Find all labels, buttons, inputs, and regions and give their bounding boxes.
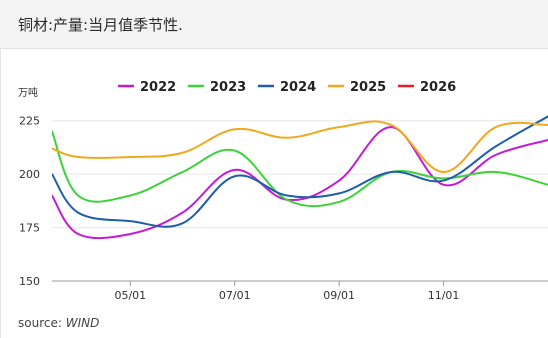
x-tick-label: 07/01 <box>219 289 251 302</box>
series-line-2024 <box>52 115 548 228</box>
source-value: WIND <box>65 316 100 330</box>
legend-label-2022[interactable]: 2022 <box>140 80 176 95</box>
legend: 2022 2023 2024 2025 2026 <box>118 80 456 95</box>
y-tick-label: 175 <box>19 222 40 235</box>
source-label: source: <box>18 316 62 330</box>
y-tick-label: 225 <box>19 115 40 128</box>
series-line-2023 <box>52 130 548 208</box>
x-axis-ticks: 05/01 07/01 09/01 11/01 <box>114 281 459 302</box>
x-tick-label: 11/01 <box>428 289 460 302</box>
series-line-2022 <box>52 126 548 240</box>
x-tick-label: 05/01 <box>114 289 146 302</box>
y-axis-label: 万吨 <box>18 86 38 99</box>
series-lines <box>52 115 548 240</box>
legend-label-2026[interactable]: 2026 <box>420 80 456 95</box>
gridlines <box>52 120 548 282</box>
left-border <box>0 48 1 338</box>
y-axis-ticks: 150 175 200 225 <box>19 115 40 288</box>
series-line-2025 <box>52 120 548 173</box>
x-tick-label: 09/01 <box>323 289 355 302</box>
y-tick-label: 150 <box>19 275 40 288</box>
chart-title: 铜材:产量:当月值季节性. <box>18 16 183 34</box>
legend-label-2024[interactable]: 2024 <box>280 80 316 95</box>
source-note: source: WIND <box>18 316 99 330</box>
legend-label-2023[interactable]: 2023 <box>210 80 246 95</box>
chart-header: 铜材:产量:当月值季节性. <box>0 0 548 49</box>
legend-label-2025[interactable]: 2025 <box>350 80 386 95</box>
line-chart: 2022 2023 2024 2025 2026 万吨 150 175 200 225 05/… <box>18 80 548 302</box>
y-tick-label: 200 <box>19 168 40 181</box>
